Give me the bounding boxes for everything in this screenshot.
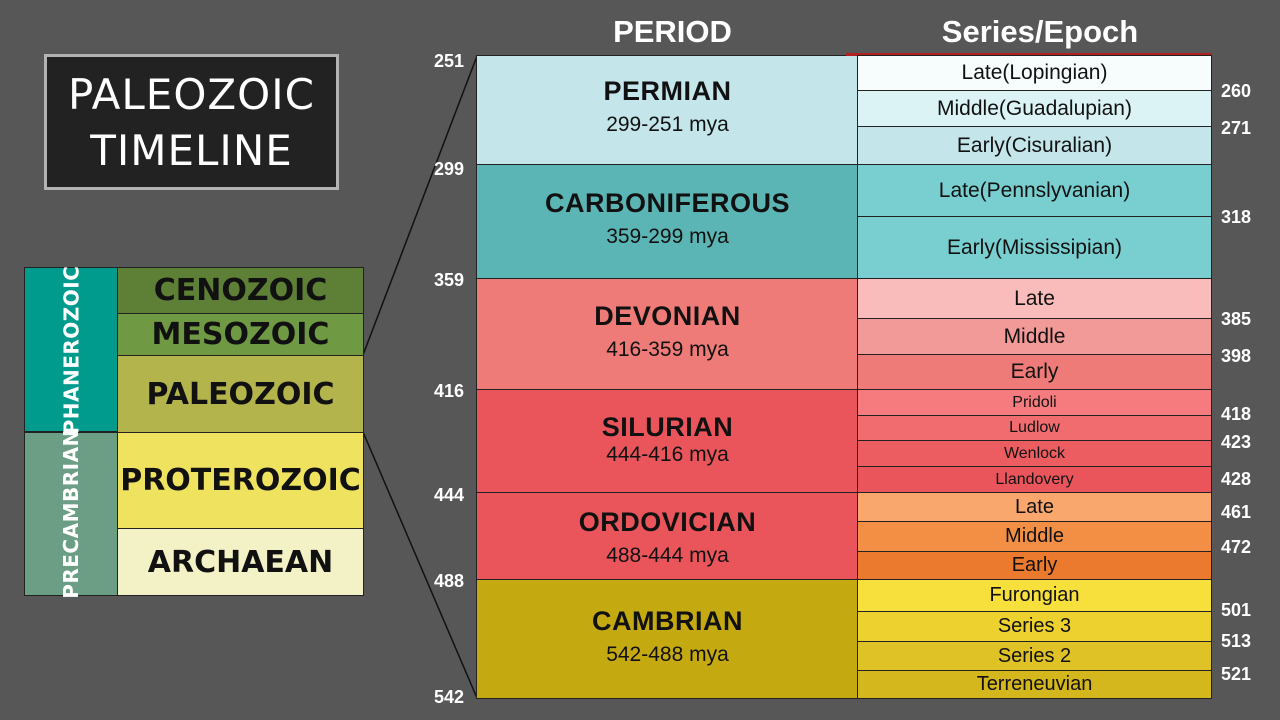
- age-label-513: 513: [1221, 631, 1252, 651]
- age-label-501: 501: [1221, 600, 1252, 620]
- period-carboniferous-name: CARBONIFEROUS: [544, 188, 790, 218]
- title-line-2: TIMELINE: [90, 126, 293, 175]
- epoch-top-accent: [846, 53, 1212, 56]
- era-paleozoic: PALEOZOIC: [117, 355, 364, 433]
- period-cambrian-range: 542-488 mya: [606, 643, 729, 666]
- epoch-ordovician-late: Late: [857, 492, 1212, 522]
- period-carboniferous-range: 359-299 mya: [606, 225, 729, 248]
- era-mesozoic: MESOZOIC: [117, 313, 364, 356]
- epoch-cisuralian: Early(Cisuralian): [857, 126, 1212, 165]
- epoch-devonian-late: Late: [857, 278, 1212, 319]
- era-proterozoic: PROTEROZOIC: [117, 432, 364, 529]
- epoch-wenlock: Wenlock: [857, 440, 1212, 467]
- period-permian: PERMIAN 299-251 mya: [476, 55, 859, 165]
- era-archaean: ARCHAEAN: [117, 528, 364, 596]
- age-label-488: 488: [433, 571, 464, 591]
- epoch-pridoli: Pridoli: [857, 389, 1212, 416]
- period-carboniferous: CARBONIFEROUS 359-299 mya: [476, 164, 859, 279]
- period-ordovician: ORDOVICIAN 488-444 mya: [476, 492, 859, 580]
- age-label-521: 521: [1221, 664, 1252, 684]
- age-label-472: 472: [1221, 537, 1252, 557]
- age-label-260: 260: [1221, 81, 1252, 101]
- age-label-444: 444: [433, 485, 464, 505]
- connector-bottom-line: [362, 431, 478, 699]
- timeline-title: PALEOZOIC TIMELINE: [44, 54, 339, 190]
- period-silurian-name: SILURIAN: [601, 412, 734, 442]
- title-line-1: PALEOZOIC: [68, 70, 315, 119]
- era-cenozoic: CENOZOIC: [117, 267, 364, 314]
- period-permian-range: 299-251 mya: [606, 113, 729, 136]
- age-label-318: 318: [1221, 207, 1252, 227]
- age-label-416: 416: [433, 381, 464, 401]
- age-label-423: 423: [1221, 432, 1252, 452]
- epoch-mississippian: Early(Mississipian): [857, 216, 1212, 279]
- period-ordovician-name: ORDOVICIAN: [578, 507, 757, 537]
- epoch-lopingian: Late(Lopingian): [857, 55, 1212, 91]
- period-column-header: PERIOD: [613, 14, 732, 49]
- epoch-terreneuvian: Terreneuvian: [857, 670, 1212, 699]
- period-devonian: DEVONIAN 416-359 mya: [476, 278, 859, 390]
- epoch-guadalupian: Middle(Guadalupian): [857, 90, 1212, 127]
- age-label-542: 542: [433, 687, 464, 707]
- age-label-299: 299: [433, 159, 464, 179]
- connector-top-line: [362, 55, 478, 356]
- epoch-llandovery: Llandovery: [857, 466, 1212, 493]
- epoch-furongian: Furongian: [857, 579, 1212, 612]
- epoch-ordovician-early: Early: [857, 551, 1212, 580]
- age-label-461: 461: [1221, 502, 1252, 522]
- period-cambrian: CAMBRIAN 542-488 mya: [476, 579, 859, 699]
- epoch-ludlow: Ludlow: [857, 415, 1212, 441]
- eon-phanerozoic: PHANEROZOIC: [24, 265, 118, 434]
- epoch-series-2: Series 2: [857, 641, 1212, 671]
- age-label-359: 359: [433, 270, 464, 290]
- epoch-devonian-middle: Middle: [857, 318, 1212, 355]
- age-label-428: 428: [1221, 469, 1252, 489]
- period-ordovician-range: 488-444 mya: [606, 544, 729, 567]
- age-label-418: 418: [1221, 404, 1252, 424]
- period-cambrian-name: CAMBRIAN: [592, 606, 743, 636]
- period-permian-name: PERMIAN: [603, 76, 732, 106]
- age-label-385: 385: [1221, 309, 1252, 329]
- age-label-398: 398: [1221, 346, 1252, 366]
- epoch-pennsylvanian: Late(Pennslyvanian): [857, 164, 1212, 217]
- eon-precambrian: PRECAMBRIAN: [24, 429, 118, 599]
- period-devonian-range: 416-359 mya: [606, 338, 729, 361]
- age-label-251: 251: [433, 51, 464, 71]
- eon-phanerozoic-label: PHANEROZOIC: [59, 265, 83, 434]
- eon-precambrian-label: PRECAMBRIAN: [59, 429, 83, 599]
- epoch-devonian-early: Early: [857, 354, 1212, 390]
- period-silurian-range: 444-416 mya: [606, 443, 729, 466]
- epoch-ordovician-middle: Middle: [857, 521, 1212, 552]
- age-label-271: 271: [1221, 118, 1252, 138]
- epoch-series-3: Series 3: [857, 611, 1212, 642]
- period-silurian: SILURIAN 444-416 mya: [476, 389, 859, 493]
- epoch-column-header: Series/Epoch: [941, 14, 1139, 49]
- period-devonian-name: DEVONIAN: [594, 301, 741, 331]
